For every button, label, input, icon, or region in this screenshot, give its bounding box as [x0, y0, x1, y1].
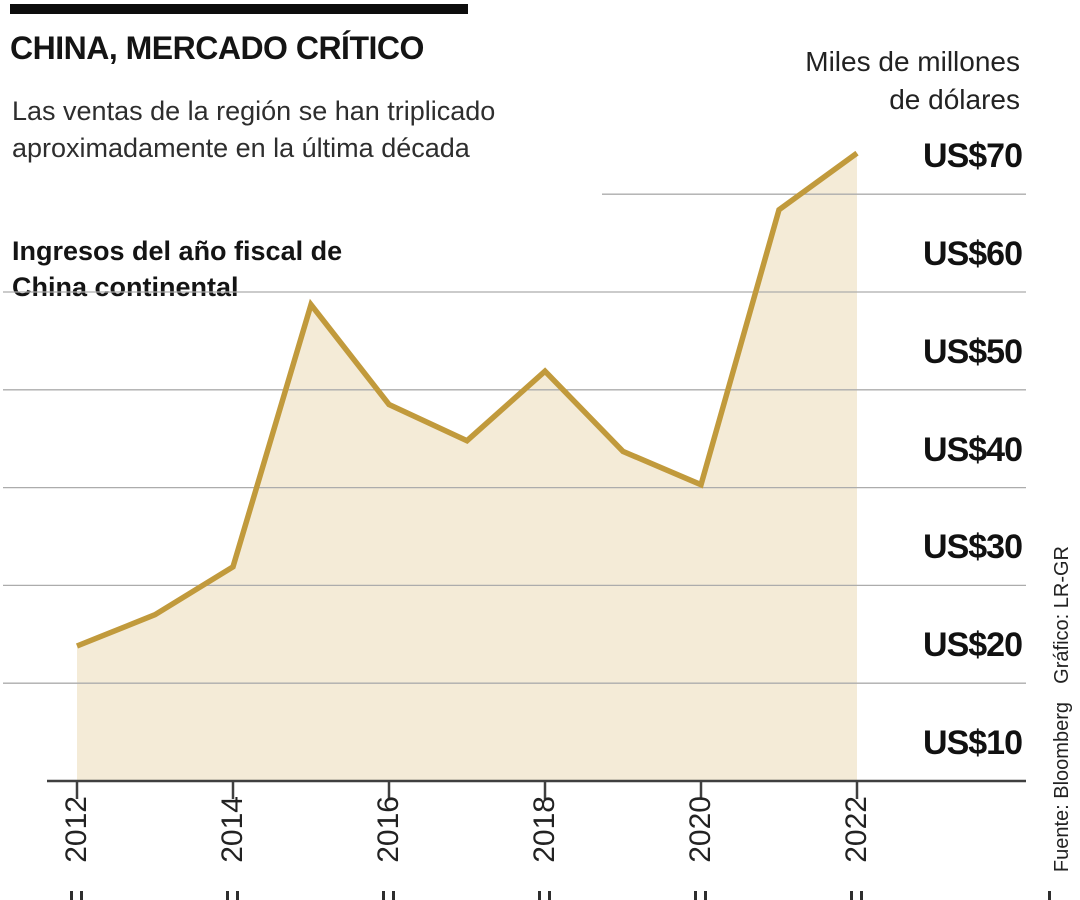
y-axis-label-30: US$30 [923, 528, 1023, 567]
x-axis-label-2018: 2018 [528, 796, 561, 863]
x-axis-label-2014: 2014 [216, 796, 249, 863]
cropped-mark [850, 891, 853, 900]
x-axis [47, 779, 1026, 799]
y-axis-label-50: US$50 [923, 332, 1023, 371]
data-line [75, 150, 859, 649]
cropped-mark [1048, 891, 1051, 900]
annotation-line-1: Ingresos del año fiscal de [12, 236, 343, 266]
x-axis-label-2016: 2016 [372, 796, 405, 863]
page-title: CHINA, MERCADO CRÍTICO [10, 30, 424, 66]
y-axis-label-10: US$10 [923, 724, 1023, 762]
y-axis-label-40: US$40 [923, 430, 1023, 469]
y-axis-label-60: US$60 [923, 235, 1023, 273]
gridlines [3, 193, 1026, 684]
subtitle-line-2: aproximadamente en la última década [12, 133, 470, 163]
cropped-mark [694, 891, 697, 900]
credit-source: Fuente: Bloomberg [1051, 702, 1073, 873]
subtitle-line-1: Las ventas de la región se han triplicad… [12, 96, 496, 126]
unit-line-1: Miles de millones [805, 46, 1020, 77]
top-accent-bar [10, 4, 468, 14]
cropped-mark [548, 891, 551, 900]
y-axis-unit-label: Miles de millones de dólares [805, 43, 1020, 119]
annotation-line-2: China continental [12, 272, 239, 302]
area-fill [77, 153, 857, 782]
cropped-mark [382, 891, 385, 900]
cropped-mark [226, 891, 229, 900]
cropped-mark [392, 891, 395, 900]
cropped-mark [860, 891, 863, 900]
chart-subtitle: Las ventas de la región se han triplicad… [12, 93, 495, 167]
y-axis-label-70: US$70 [923, 137, 1023, 176]
x-axis-label-2012: 2012 [60, 796, 93, 863]
cropped-mark [704, 891, 707, 900]
y-axis-label-20: US$20 [923, 626, 1023, 665]
credit-graphic: Gráfico: LR-GR [1051, 546, 1073, 684]
cropped-mark [70, 891, 73, 900]
x-axis-label-2022: 2022 [840, 796, 873, 863]
cropped-mark [538, 891, 541, 900]
cropped-mark [236, 891, 239, 900]
series-annotation: Ingresos del año fiscal de China contine… [12, 233, 342, 305]
cropped-mark [80, 891, 83, 900]
unit-line-2: de dólares [889, 84, 1020, 115]
x-axis-label-2020: 2020 [684, 796, 717, 863]
